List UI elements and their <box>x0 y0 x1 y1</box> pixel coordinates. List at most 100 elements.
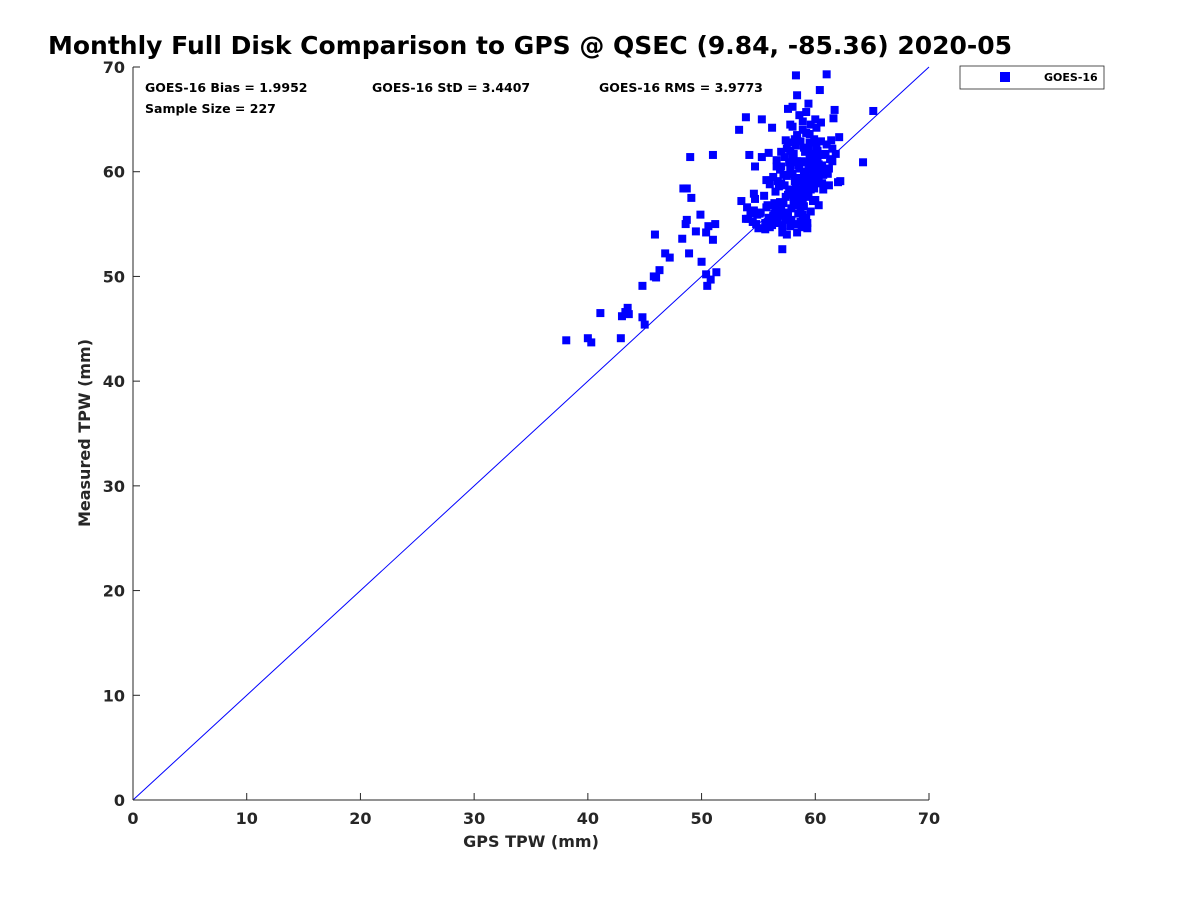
std-stat: GOES-16 StD = 3.4407 <box>372 80 530 95</box>
data-point <box>781 136 790 145</box>
data-point <box>788 154 797 163</box>
data-point <box>818 150 827 159</box>
chart-title: Monthly Full Disk Comparison to GPS @ QS… <box>48 31 1012 60</box>
data-point <box>788 102 797 111</box>
data-point <box>816 118 825 127</box>
data-point <box>859 158 868 167</box>
data-point <box>623 303 632 312</box>
data-point <box>799 202 808 211</box>
data-point <box>661 249 670 258</box>
data-point <box>749 189 758 198</box>
x-tick-label: 40 <box>577 809 599 828</box>
data-point <box>751 194 760 203</box>
y-tick-label: 20 <box>103 582 125 601</box>
data-point <box>814 160 823 169</box>
data-point <box>691 227 700 236</box>
x-tick-label: 30 <box>463 809 485 828</box>
data-point <box>702 228 711 237</box>
data-point <box>785 158 794 167</box>
data-point <box>782 144 791 153</box>
data-point <box>813 146 822 155</box>
data-point <box>757 153 766 162</box>
data-point <box>794 200 803 209</box>
data-point <box>771 187 780 196</box>
data-point <box>748 217 757 226</box>
data-point <box>769 172 778 181</box>
data-point <box>781 215 790 224</box>
data-point <box>596 309 605 318</box>
y-tick-label: 0 <box>114 791 125 810</box>
x-tick-label: 50 <box>690 809 712 828</box>
bias-stat: GOES-16 Bias = 1.9952 <box>145 80 307 95</box>
data-point <box>790 177 799 186</box>
data-point <box>770 209 779 218</box>
data-point <box>836 177 845 186</box>
data-point <box>704 222 713 231</box>
data-point <box>801 171 810 180</box>
data-point <box>803 178 812 187</box>
data-point <box>708 235 717 244</box>
data-point <box>807 157 816 166</box>
data-point <box>682 215 691 224</box>
data-point <box>795 164 804 173</box>
data-point <box>678 234 687 243</box>
data-point <box>804 192 813 201</box>
data-point <box>798 195 807 204</box>
data-point <box>822 70 831 79</box>
data-point <box>793 91 802 100</box>
data-point <box>819 185 828 194</box>
data-point <box>797 223 806 232</box>
data-point <box>687 193 696 202</box>
data-point <box>617 312 626 321</box>
data-point <box>773 219 782 228</box>
data-point <box>818 179 827 188</box>
x-axis-ticks: 0 10 20 30 40 50 60 70 <box>127 793 940 828</box>
data-point <box>768 221 777 230</box>
data-point <box>823 169 832 178</box>
data-point <box>770 199 779 208</box>
y-axis-label: Measured TPW (mm) <box>75 339 94 527</box>
data-point <box>760 191 769 200</box>
y-axis-ticks: 0 10 20 30 40 50 60 70 <box>103 58 140 810</box>
data-point <box>793 131 802 140</box>
data-point <box>778 221 787 230</box>
data-point <box>797 157 806 166</box>
rms-stat: GOES-16 RMS = 3.9773 <box>599 80 763 95</box>
data-point <box>624 310 633 319</box>
data-point <box>764 148 773 157</box>
data-point <box>782 171 791 180</box>
data-point <box>780 211 789 220</box>
sample-size-stat: Sample Size = 227 <box>145 101 276 116</box>
data-point <box>802 158 811 167</box>
data-point <box>696 210 705 219</box>
data-point <box>812 123 821 132</box>
data-point <box>827 136 836 145</box>
data-point <box>790 135 799 144</box>
data-point <box>685 249 694 258</box>
legend-marker-goes-16 <box>1000 72 1010 82</box>
data-point <box>812 179 821 188</box>
y-tick-label: 60 <box>103 163 125 182</box>
data-point <box>791 71 800 80</box>
y-tick-label: 10 <box>103 686 125 705</box>
data-point <box>804 99 813 108</box>
data-point <box>652 273 661 282</box>
data-point <box>814 175 823 184</box>
data-point <box>768 123 777 132</box>
data-point <box>773 177 782 186</box>
data-point <box>788 169 797 178</box>
data-point <box>786 120 795 129</box>
data-point <box>787 215 796 224</box>
data-point <box>741 214 750 223</box>
data-point <box>830 105 839 114</box>
data-point <box>803 219 812 228</box>
x-tick-label: 70 <box>918 809 940 828</box>
x-tick-label: 0 <box>127 809 138 828</box>
data-point <box>766 216 775 225</box>
y-tick-label: 40 <box>103 372 125 391</box>
data-point <box>761 225 770 234</box>
data-point <box>761 219 770 228</box>
data-point <box>703 281 712 290</box>
data-point <box>686 153 695 162</box>
